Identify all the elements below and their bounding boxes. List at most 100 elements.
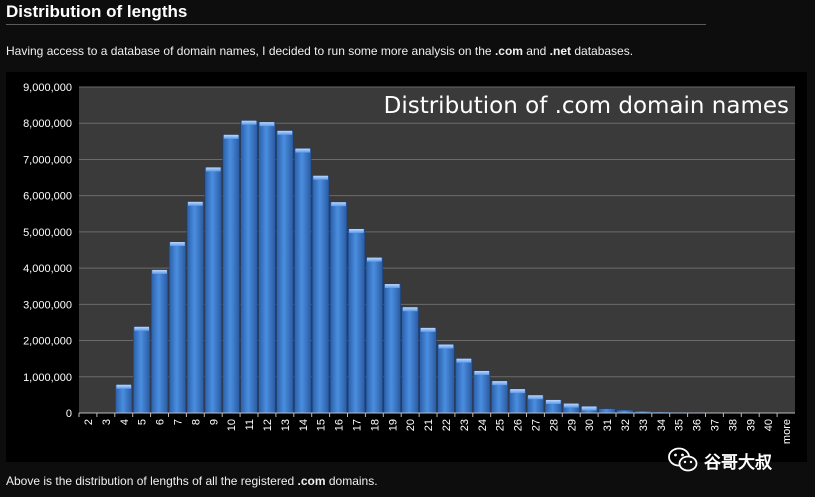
bar-5 bbox=[133, 326, 151, 414]
x-tick-label: 4 bbox=[119, 419, 131, 425]
x-tick-label: 7 bbox=[172, 419, 184, 425]
bar-cap-15 bbox=[313, 175, 328, 180]
bar-cap-13 bbox=[277, 130, 293, 135]
x-tick-label: 27 bbox=[530, 419, 542, 431]
x-tick-label: 6 bbox=[155, 419, 167, 425]
bar-cap-6 bbox=[152, 269, 167, 274]
x-tick-label: 8 bbox=[190, 419, 202, 425]
bar-19 bbox=[383, 283, 401, 414]
x-tick-label: 15 bbox=[316, 419, 328, 431]
x-tick-label: 21 bbox=[423, 419, 435, 431]
bar-cap-8 bbox=[188, 201, 203, 206]
x-tick-label: 28 bbox=[548, 419, 560, 431]
bar-24 bbox=[473, 370, 491, 414]
bar-cap-30 bbox=[581, 406, 597, 411]
bar-cap-16 bbox=[331, 202, 346, 207]
bar-cap-21 bbox=[420, 327, 436, 332]
bar-cap-11 bbox=[241, 120, 257, 125]
x-tick-label: 40 bbox=[763, 419, 775, 431]
bar-cap-5 bbox=[134, 326, 149, 331]
bar-6 bbox=[150, 269, 169, 414]
bar-13 bbox=[276, 130, 294, 414]
y-tick-label: 3,000,000 bbox=[23, 299, 72, 311]
x-tick-label: 12 bbox=[262, 419, 274, 431]
bar-11 bbox=[240, 120, 258, 414]
y-tick-label: 4,000,000 bbox=[23, 263, 72, 275]
x-tick-label: 13 bbox=[280, 419, 292, 431]
intro-paragraph: Having access to a database of domain na… bbox=[6, 44, 633, 58]
x-axis-ticks: 2 3 4 5 6 7 8 9 10 11 12 13 14 15 16 17 18 19 20 21 22 23 24 25… bbox=[78, 412, 795, 444]
bar-16 bbox=[329, 201, 348, 414]
bar-cap-7 bbox=[170, 242, 185, 247]
x-tick-label: 17 bbox=[351, 419, 363, 431]
x-tick-label: 5 bbox=[137, 419, 149, 425]
x-tick-label: 23 bbox=[459, 419, 471, 431]
bar-18 bbox=[365, 257, 384, 414]
intro-text-before: Having access to a database of domain na… bbox=[6, 44, 495, 58]
x-tick-label: 10 bbox=[226, 419, 238, 431]
bar-15 bbox=[311, 175, 330, 414]
bar-cap-23 bbox=[456, 358, 472, 363]
bar-cap-25 bbox=[492, 381, 507, 386]
bar-22 bbox=[437, 344, 455, 414]
y-tick-label: 6,000,000 bbox=[23, 191, 72, 203]
intro-net: .net bbox=[549, 44, 572, 58]
bar-17 bbox=[347, 228, 366, 414]
x-tick-label: 11 bbox=[244, 419, 256, 430]
bar-cap-19 bbox=[384, 284, 400, 289]
x-tick-label: 26 bbox=[513, 419, 525, 431]
x-tick-label: 14 bbox=[298, 419, 310, 431]
bars bbox=[115, 120, 795, 414]
intro-text-after: databases. bbox=[571, 44, 634, 58]
x-tick-label: 35 bbox=[674, 419, 686, 431]
x-tick-label: 37 bbox=[709, 419, 721, 431]
bar-cap-9 bbox=[205, 167, 221, 172]
x-tick-label: 25 bbox=[495, 419, 507, 431]
bar-cap-26 bbox=[510, 389, 525, 394]
bar-cap-29 bbox=[563, 403, 579, 408]
y-tick-label: 5,000,000 bbox=[23, 227, 72, 239]
x-tick-label: 3 bbox=[101, 419, 113, 425]
footer-text-before: Above is the distribution of lengths of … bbox=[6, 474, 298, 488]
watermark: 谷哥大叔 bbox=[668, 446, 798, 474]
bar-cap-18 bbox=[367, 257, 382, 262]
x-tick-label: 38 bbox=[727, 419, 739, 431]
bar-cap-10 bbox=[223, 134, 239, 139]
bar-cap-17 bbox=[349, 228, 364, 233]
bar-cap-28 bbox=[546, 399, 561, 404]
bar-23 bbox=[455, 358, 473, 414]
plot-area bbox=[79, 87, 795, 413]
x-tick-label: 30 bbox=[584, 419, 596, 431]
bar-4 bbox=[115, 384, 133, 414]
bar-cap-12 bbox=[259, 122, 275, 127]
bar-cap-14 bbox=[295, 148, 311, 153]
x-tick-label: 39 bbox=[745, 419, 757, 431]
chart-container: 0 1,000,000 2,000,000 3,000,000 4,000,000 5,0… bbox=[6, 72, 807, 462]
x-tick-label: 32 bbox=[620, 419, 632, 431]
bar-cap-27 bbox=[528, 395, 543, 400]
bar-9 bbox=[204, 167, 222, 414]
y-tick-label: 1,000,000 bbox=[23, 372, 72, 384]
chart-title: Distribution of .com domain names bbox=[384, 93, 789, 119]
x-tick-label: 36 bbox=[692, 419, 704, 431]
intro-and: and bbox=[522, 44, 550, 58]
x-tick-label: 22 bbox=[441, 419, 453, 431]
bar-10 bbox=[222, 134, 240, 414]
x-tick-label: 2 bbox=[83, 419, 95, 425]
bar-cap-20 bbox=[402, 307, 418, 312]
y-tick-label: 2,000,000 bbox=[23, 336, 72, 348]
x-tick-label: 9 bbox=[208, 419, 220, 425]
y-tick-label: 0 bbox=[66, 408, 72, 420]
bar-12 bbox=[258, 121, 276, 414]
bar-7 bbox=[168, 241, 187, 414]
intro-com: .com bbox=[494, 44, 523, 58]
watermark-text: 谷哥大叔 bbox=[704, 452, 772, 473]
y-tick-label: 9,000,000 bbox=[23, 82, 72, 94]
x-tick-label: 24 bbox=[477, 419, 489, 431]
bar-25 bbox=[490, 380, 509, 414]
x-tick-label: 33 bbox=[638, 419, 650, 431]
bar-8 bbox=[186, 201, 205, 414]
x-tick-label: 31 bbox=[602, 419, 614, 431]
footer-paragraph: Above is the distribution of lengths of … bbox=[6, 474, 378, 488]
y-tick-label: 8,000,000 bbox=[23, 118, 72, 130]
